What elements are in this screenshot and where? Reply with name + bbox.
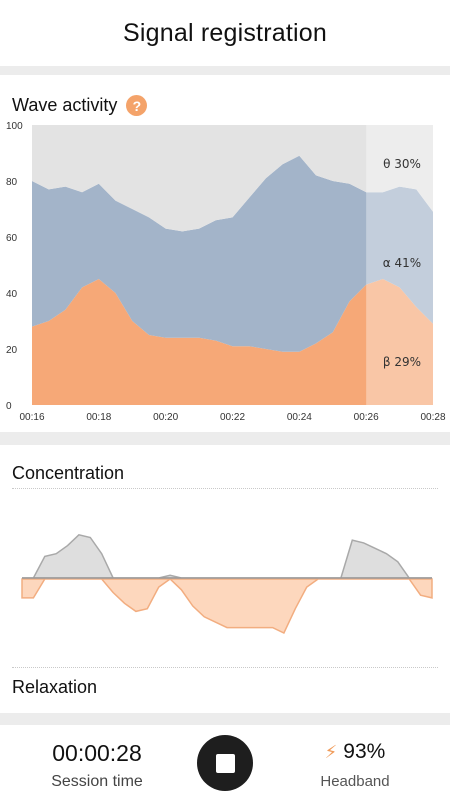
relaxation-title: Relaxation <box>12 677 98 697</box>
concentration-area <box>22 533 432 579</box>
app-header: Signal registration <box>0 0 450 66</box>
y-tick-label: 60 <box>6 233 18 244</box>
x-tick-label: 00:24 <box>287 412 312 423</box>
battery-value: 93% <box>343 740 386 763</box>
battery-label: Headband <box>320 773 390 790</box>
current-value-label: θ 30% <box>383 157 421 171</box>
wave-activity-card: Wave activity ? 0 20 40 60 80 100 00:16 00:18 00… <box>0 75 450 432</box>
x-tick-label: 00:20 <box>153 412 178 423</box>
concentration-card: Concentration Relaxation <box>0 445 450 713</box>
wave-activity-title: Wave activity ? <box>12 95 148 116</box>
y-tick-label: 40 <box>6 289 18 300</box>
current-value-label: α 41% <box>383 256 421 270</box>
wave-activity-chart: 0 20 40 60 80 100 00:16 00:18 00:20 00:22 00:24 00:… <box>6 121 446 423</box>
session-footer: 00:00:28 Session time ⚡ 93% Headband <box>0 725 450 800</box>
divider <box>12 667 438 668</box>
series-β-area <box>32 279 433 405</box>
stop-icon <box>215 753 235 773</box>
session-time-label: Session time <box>51 773 143 790</box>
y-tick-label: 80 <box>6 177 18 188</box>
divider <box>12 488 438 489</box>
bolt-icon: ⚡ <box>324 742 338 762</box>
x-tick-label: 00:28 <box>420 412 445 423</box>
y-tick-label: 100 <box>6 121 23 132</box>
stop-button[interactable] <box>197 735 253 791</box>
current-window-overlay <box>366 125 433 405</box>
current-value-label: β 29% <box>383 355 421 369</box>
concentration-title: Concentration <box>12 463 125 483</box>
y-tick-label: 0 <box>6 401 12 412</box>
wave-activity-label: Wave activity <box>12 95 118 115</box>
series-θ-area <box>32 125 433 232</box>
x-tick-label: 00:18 <box>86 412 111 423</box>
x-tick-label: 00:26 <box>354 412 379 423</box>
x-tick-label: 00:22 <box>220 412 245 423</box>
concentration-relaxation-chart <box>21 533 433 635</box>
series-α-area <box>32 155 433 352</box>
page-title: Signal registration <box>123 18 327 47</box>
relaxation-area <box>21 578 433 635</box>
help-icon[interactable]: ? <box>126 95 148 116</box>
y-tick-label: 20 <box>6 345 18 356</box>
battery-status: ⚡ 93% <box>290 740 420 764</box>
session-time-value: 00:00:28 <box>52 740 142 766</box>
x-tick-label: 00:16 <box>19 412 44 423</box>
